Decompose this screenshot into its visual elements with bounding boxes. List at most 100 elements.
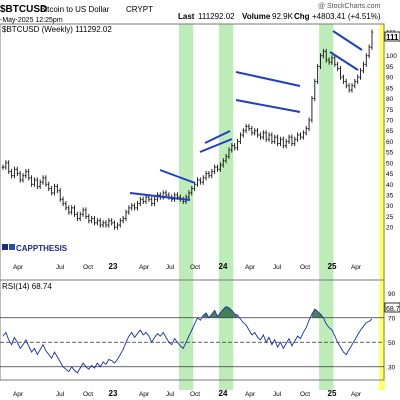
price-bar bbox=[173, 192, 176, 202]
rsi-line bbox=[2, 306, 373, 374]
x-tick-label: Oct bbox=[190, 264, 200, 271]
price-bar bbox=[36, 177, 39, 189]
price-bar bbox=[244, 123, 248, 134]
price-bar bbox=[356, 74, 359, 84]
price-panel: 111 100 95 90 85 80 75 70 65 60 55 50 45 40 35 30 25 20 $… bbox=[0, 23, 400, 281]
price-bar bbox=[330, 55, 334, 65]
trendline-4 bbox=[204, 130, 231, 144]
price-bar bbox=[347, 83, 351, 93]
price-bar bbox=[213, 164, 216, 174]
price-bar bbox=[262, 130, 265, 140]
price-bar bbox=[41, 175, 45, 185]
price-bar bbox=[336, 61, 339, 72]
price-bar bbox=[333, 55, 337, 67]
x-tick-label-bottom: 25 bbox=[328, 389, 337, 398]
price-bar bbox=[133, 203, 136, 211]
price-bar bbox=[10, 168, 13, 179]
price-bar bbox=[342, 74, 345, 84]
price-bar bbox=[130, 203, 133, 211]
price-bar bbox=[270, 132, 274, 144]
price-legend: $BTCUSD (Weekly) 111292.02 bbox=[2, 25, 112, 34]
price-bar bbox=[27, 168, 30, 181]
trendlines bbox=[129, 30, 363, 201]
price-bar bbox=[33, 177, 36, 187]
rsi-line-group bbox=[2, 306, 373, 374]
trendline-3 bbox=[199, 138, 233, 153]
volume-label: Volume bbox=[242, 12, 271, 21]
x-tick-label: Jul bbox=[273, 264, 282, 271]
price-bar bbox=[290, 134, 294, 147]
price-bar bbox=[18, 171, 22, 183]
rsi-value-tag-box bbox=[384, 302, 400, 313]
price-bar bbox=[327, 57, 331, 65]
price-tick-label: 60 bbox=[386, 139, 394, 146]
watermark: @ StockCharts.com bbox=[318, 3, 381, 10]
x-tick-label-bottom: Jul bbox=[166, 391, 175, 398]
price-bar bbox=[202, 175, 205, 185]
price-bar bbox=[87, 213, 91, 224]
price-bar bbox=[350, 83, 354, 93]
price-bar bbox=[121, 216, 125, 224]
price-bar bbox=[204, 171, 208, 181]
price-bar bbox=[279, 136, 282, 147]
price-bar bbox=[370, 29, 374, 50]
price-bar bbox=[136, 201, 139, 211]
price-bar bbox=[224, 153, 228, 164]
x-axis-middle: Apr Jul Oct 23 Apr Jul Oct 24 Apr Jul Oct 25 Apr bbox=[13, 262, 362, 271]
highlight-band-0 bbox=[178, 24, 194, 280]
price-bar bbox=[187, 190, 191, 200]
price-bar bbox=[293, 136, 296, 147]
price-bar bbox=[76, 211, 79, 222]
rsi-highlight-band-0 bbox=[178, 280, 194, 390]
price-bar bbox=[302, 130, 305, 140]
trendline-6 bbox=[235, 99, 301, 113]
price-bar bbox=[81, 207, 85, 217]
highlight-band-2 bbox=[319, 24, 334, 280]
price-bar bbox=[207, 171, 211, 179]
last-label: Last bbox=[178, 12, 195, 21]
price-bar bbox=[316, 63, 319, 84]
price-bar bbox=[305, 126, 308, 136]
x-tick-label: Jul bbox=[56, 264, 65, 271]
price-tick-label: 95 bbox=[386, 64, 394, 71]
x-axis-bottom: Apr Jul Oct 23 Apr Jul Oct 24 Apr Jul Oct 25 Apr bbox=[13, 389, 362, 398]
x-tick-label: 23 bbox=[109, 262, 118, 271]
x-tick-label: 25 bbox=[328, 262, 337, 271]
rsi-overbought-area bbox=[311, 309, 324, 318]
price-bar bbox=[233, 143, 236, 151]
price-bar bbox=[216, 164, 219, 172]
price-bar bbox=[287, 134, 291, 144]
price-bar bbox=[101, 220, 105, 228]
price-bar bbox=[284, 138, 288, 149]
price-bar bbox=[4, 160, 8, 170]
rsi-tick-label: 30 bbox=[388, 364, 396, 371]
price-bar bbox=[267, 132, 271, 142]
highlight-band-3 bbox=[379, 24, 385, 280]
price-bar bbox=[239, 132, 242, 144]
trendline-1 bbox=[129, 192, 191, 201]
rsi-overbought-fill bbox=[203, 306, 324, 318]
cappthesis-logo: CAPPTHESIS bbox=[2, 244, 68, 253]
price-bar bbox=[67, 205, 70, 215]
price-bar bbox=[253, 128, 256, 136]
price-bar bbox=[161, 190, 165, 200]
rsi-legend: RSI(14) 68.74 bbox=[2, 282, 52, 291]
price-tick-label: 65 bbox=[386, 128, 394, 135]
price-bar bbox=[247, 123, 251, 132]
rsi-axis: 90 70 50 30 bbox=[388, 291, 396, 372]
x-tick-label: Apr bbox=[13, 264, 24, 271]
x-tick-label: Jul bbox=[166, 264, 175, 271]
price-bar bbox=[196, 177, 199, 187]
price-bar bbox=[96, 218, 99, 226]
price-tick-label: 80 bbox=[386, 96, 394, 103]
price-bar bbox=[64, 201, 68, 211]
symbol: $BTCUSD bbox=[0, 4, 47, 15]
x-tick-label: Oct bbox=[300, 264, 310, 271]
price-bar bbox=[127, 205, 131, 215]
price-bar bbox=[113, 220, 116, 230]
trendline-8 bbox=[329, 51, 359, 71]
rsi-panel: 90 70 50 30 RSI(14) 68.74 68.7 bbox=[0, 279, 400, 390]
price-bar bbox=[30, 175, 33, 187]
price-bar bbox=[210, 168, 214, 179]
price-highlights bbox=[178, 24, 385, 280]
